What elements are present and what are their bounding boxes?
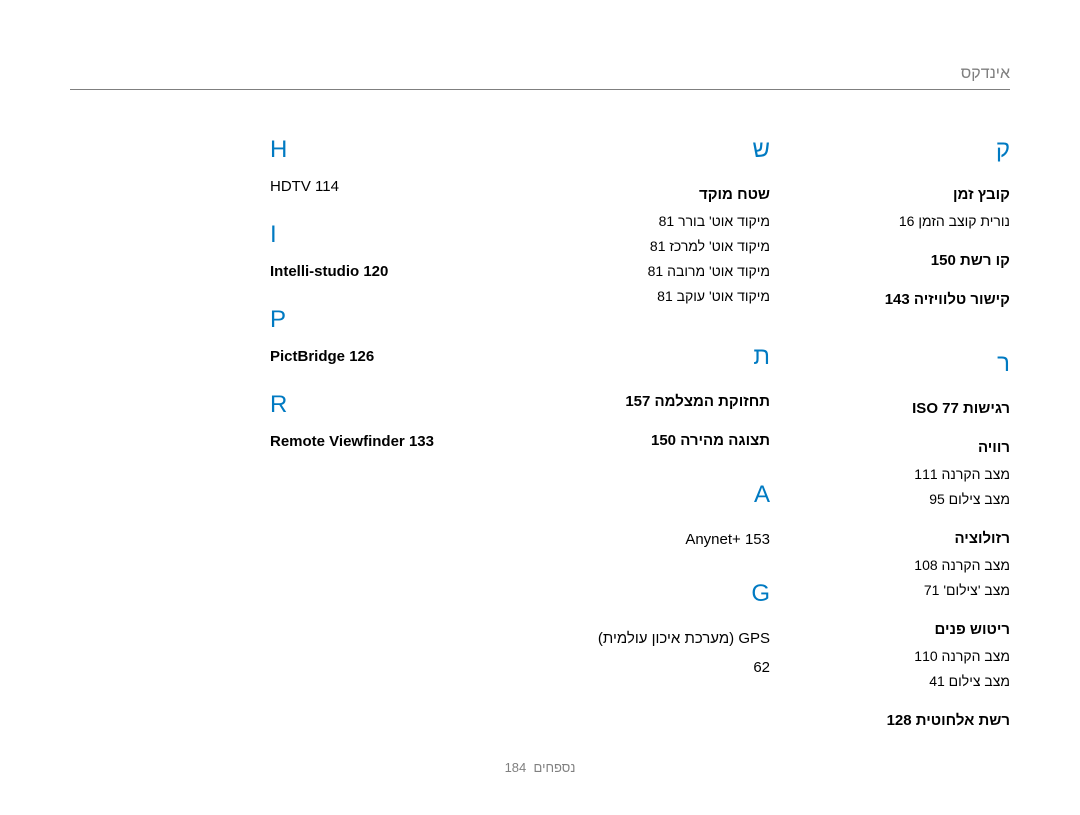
index-entry: מצב הקרנה 110 (770, 646, 1010, 667)
index-entry: GPS (מערכת איכון עולמית) (520, 628, 770, 649)
footer-label: נספחים (534, 760, 576, 775)
index-entry: רזולוציה (770, 528, 1010, 549)
index-entry: ריטוש פנים (770, 619, 1010, 640)
index-entry: Remote Viewfinder 133 (270, 433, 520, 450)
footer-page: 184 (505, 760, 527, 775)
index-entry: מצב הקרנה 108 (770, 555, 1010, 576)
index-entry: מיקוד אוט' מרובה 81 (520, 261, 770, 282)
index-entry: רשת אלחוטית 128 (770, 710, 1010, 731)
index-entry: מיקוד אוט' בורר 81 (520, 211, 770, 232)
index-letter: I (270, 223, 520, 247)
index-letter: G (520, 582, 770, 606)
index-entry: נורית קוצב הזמן 16 (770, 211, 1010, 232)
index-entry: מיקוד אוט' למרכז 81 (520, 236, 770, 257)
index-entry: רגישות ISO 77 (770, 398, 1010, 419)
column-2: ש שטח מוקד מיקוד אוט' בורר 81 מיקוד אוט'… (520, 130, 770, 735)
index-entry: רוויה (770, 437, 1010, 458)
page-footer: נספחים 184 (0, 760, 1080, 775)
column-1: ק קובץ זמן נורית קוצב הזמן 16 קו רשת 150… (770, 130, 1010, 735)
index-entry: קישור טלוויזיה 143 (770, 289, 1010, 310)
index-letter: P (270, 308, 520, 332)
index-entry: מצב צילום 95 (770, 489, 1010, 510)
column-3: H HDTV 114 I Intelli-studio 120 P PictBr… (270, 130, 520, 735)
page-header: אינדקס (70, 65, 1010, 90)
index-entry: מצב הקרנה 111 (770, 464, 1010, 485)
header-title: אינדקס (961, 65, 1010, 82)
index-letter: R (270, 393, 520, 417)
index-letter: ק (770, 138, 1010, 162)
index-entry: מצב 'צילום' 71 (770, 580, 1010, 601)
index-entry: תצוגה מהירה 150 (520, 430, 770, 451)
column-4-empty (70, 130, 270, 735)
index-entry-page: 62 (520, 657, 770, 678)
index-entry: מצב צילום 41 (770, 671, 1010, 692)
index-entry: שטח מוקד (520, 184, 770, 205)
index-entry: מיקוד אוט' עוקב 81 (520, 286, 770, 307)
index-entry: קובץ זמן (770, 184, 1010, 205)
index-entry: Intelli-studio 120 (270, 263, 520, 280)
index-letter: ת (520, 345, 770, 369)
index-entry: תחזוקת המצלמה 157 (520, 391, 770, 412)
index-letter: ר (770, 352, 1010, 376)
index-entry: Anynet+ 153 (520, 529, 770, 550)
index-entry: HDTV 114 (270, 178, 520, 195)
index-letter: H (270, 138, 520, 162)
index-entry: PictBridge 126 (270, 348, 520, 365)
index-letter: ש (520, 138, 770, 162)
index-entry: קו רשת 150 (770, 250, 1010, 271)
index-page: אינדקס ק קובץ זמן נורית קוצב הזמן 16 קו … (0, 0, 1080, 815)
index-letter: A (520, 483, 770, 507)
index-columns: ק קובץ זמן נורית קוצב הזמן 16 קו רשת 150… (70, 130, 1010, 735)
